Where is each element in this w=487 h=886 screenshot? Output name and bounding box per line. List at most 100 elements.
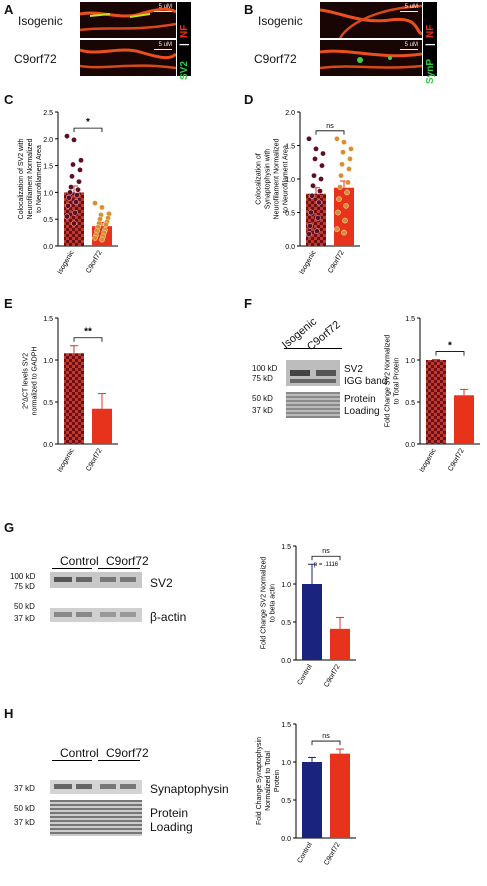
- blot-h-header-c9orf72: C9orf72: [106, 746, 149, 760]
- data-point: [313, 146, 319, 152]
- y-axis-label: Fold Change Synaptophysin: [256, 737, 263, 825]
- data-point: [72, 209, 78, 216]
- y-tick-label: 2.0: [43, 137, 53, 144]
- data-point: [77, 167, 83, 173]
- scale-text: 5 uM: [158, 4, 172, 10]
- significance-bracket: [73, 127, 103, 133]
- band-label-loading: Loading: [150, 820, 193, 834]
- bar-c9orf72: [454, 395, 474, 444]
- channel-a-sv2: SV2: [179, 61, 190, 80]
- blot-f-sv2: [286, 360, 340, 386]
- data-point: [316, 199, 322, 206]
- y-tick-label: 1.0: [43, 358, 53, 365]
- data-point: [339, 161, 345, 168]
- data-point: [346, 166, 352, 172]
- panel-label-g: G: [4, 520, 15, 535]
- band-label-sv2: SV2: [150, 576, 173, 590]
- marker-50kd: 50 kD: [252, 394, 273, 403]
- channel-separator: |: [179, 43, 190, 46]
- marker-100kd: 100 kD: [252, 364, 278, 373]
- marker-37kd: 37 kD: [14, 818, 35, 827]
- micrograph-b-isogenic: 5 uM: [320, 2, 422, 38]
- blot-g-header-c9orf72: C9orf72: [106, 554, 149, 568]
- y-axis-label: Normalized to Total: [265, 751, 272, 811]
- significance-bracket: [435, 351, 465, 356]
- y-tick-label: 1.0: [405, 358, 415, 365]
- band-label-protein: Protein: [150, 806, 189, 820]
- data-point: [338, 172, 344, 179]
- blot-g-sv2: [50, 572, 142, 588]
- scale-text: 5 uM: [158, 42, 172, 48]
- y-tick-label: 0.5: [405, 400, 415, 407]
- y-tick-label: 0.5: [43, 217, 53, 224]
- blot-f-header-line: [284, 348, 342, 349]
- marker-100kd: 100 kD: [10, 572, 36, 581]
- y-axis-label: to beta actin: [270, 584, 277, 622]
- blot-g-header-line: [98, 568, 140, 569]
- significance-label: *: [86, 117, 90, 128]
- data-point: [66, 194, 72, 201]
- chart-c-sv2-colocalization: 0.0 0.5 1.0 1.5 2.0 2.5 Colocalization of SV2 …: [18, 110, 118, 276]
- data-point: [319, 162, 325, 169]
- x-tick-label: Isogenic: [57, 249, 76, 276]
- data-point: [78, 157, 84, 164]
- y-axis-label: normalized to GADPH: [32, 347, 39, 416]
- panel-label-b: B: [244, 2, 254, 17]
- significance-bracket: [315, 130, 345, 135]
- bar-c9orf72: [330, 628, 350, 660]
- data-point: [76, 178, 82, 185]
- x-tick-label: C9orf72: [323, 663, 342, 688]
- y-axis-label: Colocalization of: [256, 153, 263, 204]
- data-point: [318, 176, 324, 182]
- y-axis-label: Neurofilament Normalized: [274, 138, 281, 219]
- channel-b-synp: SynP: [425, 58, 436, 84]
- y-axis-label: 2^ΔCT levels SV2: [23, 353, 30, 409]
- scale-text: 5 uM: [404, 4, 418, 10]
- data-point: [334, 226, 340, 233]
- x-tick-label: Isogenic: [57, 447, 76, 474]
- chart-f-sv2-protein: 0.0 0.5 1.0 1.5 Fold Change SV2 Normalized to…: [385, 316, 480, 474]
- data-point: [320, 150, 326, 157]
- y-tick-label: 1.0: [285, 177, 295, 184]
- scale-bar: [154, 11, 172, 12]
- y-tick-label: 1.0: [281, 582, 291, 589]
- y-tick-label: 1.5: [405, 316, 415, 323]
- y-axis-label: Synaptophysin with: [265, 149, 272, 209]
- y-axis-label: to Neurofilament Area: [36, 145, 43, 213]
- marker-37kd: 37 kD: [14, 614, 35, 623]
- data-point: [341, 229, 347, 236]
- blot-g-header-line: [52, 568, 92, 569]
- bar-control: [302, 762, 322, 838]
- x-tick-label: Control: [296, 663, 314, 686]
- marker-37kd: 37 kD: [252, 406, 273, 415]
- y-tick-label: 0.5: [43, 400, 53, 407]
- y-tick-label: 1.0: [281, 760, 291, 767]
- data-point: [71, 137, 77, 143]
- data-point: [317, 188, 323, 194]
- significance-label: ns: [322, 733, 330, 740]
- y-tick-label: 1.5: [281, 722, 291, 729]
- data-point: [68, 184, 74, 190]
- bar-isogenic: [306, 193, 326, 246]
- data-point: [308, 209, 314, 216]
- band-label-sv2: SV2: [344, 364, 363, 375]
- panel-label-h: H: [4, 706, 14, 721]
- marker-75kd: 75 kD: [252, 374, 273, 383]
- significance-label: ns: [322, 548, 330, 555]
- data-point: [75, 186, 81, 193]
- p-value-label: p = .1116: [314, 562, 339, 568]
- blot-f-protein-loading: [286, 392, 340, 418]
- bar-isogenic: [426, 360, 446, 444]
- data-point: [92, 200, 98, 206]
- panel-b-row-c9orf72: C9orf72: [254, 52, 297, 66]
- data-point: [103, 221, 109, 228]
- marker-50kd: 50 kD: [14, 804, 35, 813]
- scale-text: 5 uM: [404, 42, 418, 48]
- y-tick-label: 0.0: [43, 244, 53, 251]
- y-tick-label: 0.5: [281, 798, 291, 805]
- blot-h-header-control: Control: [60, 746, 99, 760]
- y-axis-label: Colocalization of SV2 with: [18, 138, 25, 219]
- data-point: [310, 182, 316, 189]
- chart-h-synaptophysin: 0.0 0.5 1.0 1.5 Fold Change Synaptophysin Nor…: [256, 722, 356, 867]
- x-tick-label: Isogenic: [299, 249, 318, 276]
